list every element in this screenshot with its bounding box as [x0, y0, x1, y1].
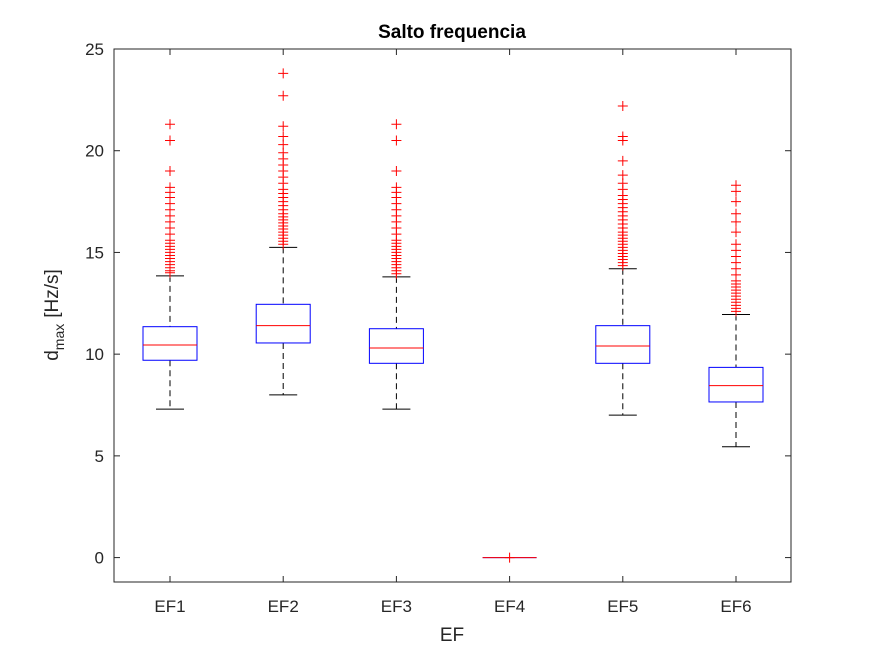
box-group-ef4 — [482, 552, 537, 563]
outlier-marker — [731, 180, 741, 191]
outlier-marker — [617, 170, 628, 181]
y-tick-label: 20 — [85, 142, 104, 161]
outlier-marker — [391, 135, 402, 146]
outlier-marker — [278, 131, 289, 142]
outlier-marker — [165, 166, 175, 177]
box-group-ef1 — [142, 119, 198, 410]
chart-marks — [142, 68, 764, 563]
box-iqr — [595, 325, 651, 364]
outlier-marker — [617, 155, 628, 166]
y-tick-label: 5 — [95, 447, 104, 466]
box-iqr — [368, 328, 424, 364]
x-tick-label: EF6 — [720, 597, 751, 616]
y-axis-title-subscript: max — [51, 324, 67, 350]
outlier-marker — [165, 119, 175, 130]
y-tick-label: 0 — [95, 549, 104, 568]
y-tick-label: 10 — [85, 345, 104, 364]
x-axis: EF1 EF2 EF3 EF4 EF5 EF6 — [154, 49, 752, 616]
outlier-marker — [731, 196, 741, 207]
outlier-marker — [731, 227, 741, 238]
y-axis: 0 5 10 15 20 25 — [85, 40, 791, 568]
outlier-marker — [391, 182, 402, 193]
y-tick-label: 15 — [85, 243, 104, 262]
x-tick-label: EF5 — [607, 597, 638, 616]
outlier-marker — [617, 131, 628, 142]
outlier-marker — [391, 119, 402, 130]
y-axis-title-main: d — [42, 350, 63, 361]
outlier-marker — [731, 239, 741, 250]
box-iqr — [142, 326, 198, 361]
x-tick-label: EF2 — [268, 597, 299, 616]
y-tick-label: 25 — [85, 40, 104, 59]
plot-area — [113, 48, 792, 583]
outlier-marker — [731, 208, 741, 219]
x-tick-label: EF4 — [494, 597, 525, 616]
box-iqr — [255, 303, 311, 344]
chart-title: Salto frequencia — [378, 22, 526, 43]
box-iqr — [708, 366, 764, 403]
box-group-ef6 — [708, 180, 764, 448]
outlier-marker — [165, 182, 175, 193]
x-tick-label: EF1 — [154, 597, 185, 616]
outlier-marker — [278, 68, 289, 79]
outlier-marker — [391, 166, 402, 177]
box-group-ef3 — [368, 119, 424, 410]
outlier-marker — [278, 121, 289, 132]
outlier-marker — [617, 100, 628, 111]
x-axis-title: EF — [440, 625, 464, 646]
box-group-ef2 — [255, 68, 311, 396]
y-axis-title-unit: [Hz/s] — [42, 269, 63, 318]
y-axis-title: dmax [Hz/s] — [42, 269, 67, 361]
outlier-marker — [278, 90, 289, 101]
x-tick-label: EF3 — [381, 597, 412, 616]
box-group-ef5 — [595, 100, 651, 416]
outlier-marker — [504, 552, 515, 563]
outlier-marker — [165, 135, 175, 146]
